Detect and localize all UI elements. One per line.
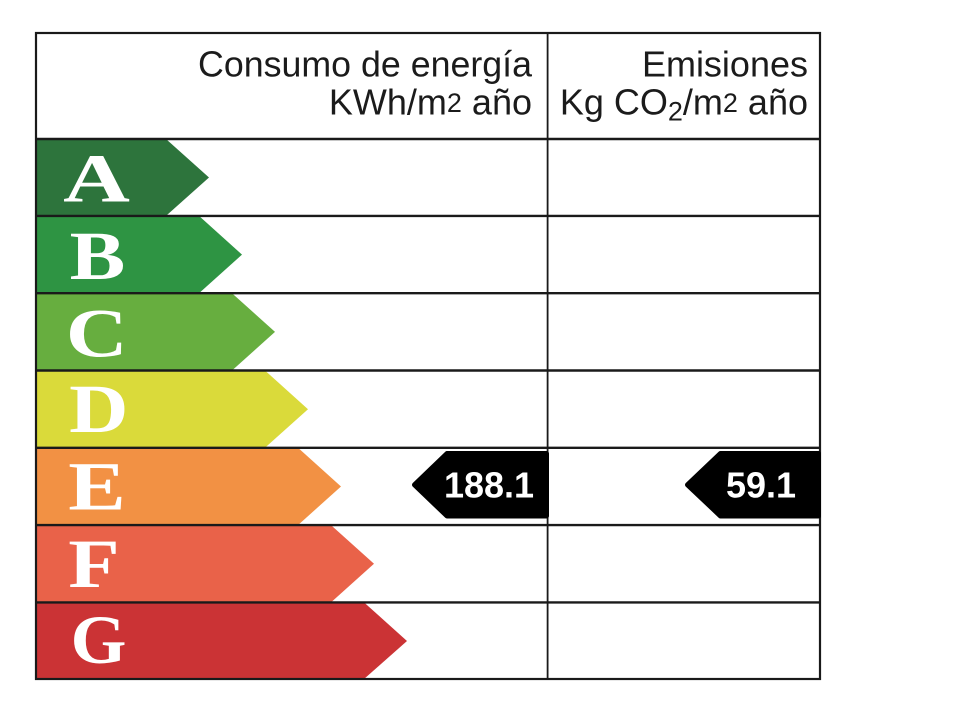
svg-text:Emisiones: Emisiones: [642, 44, 808, 85]
svg-text:B: B: [70, 218, 126, 295]
svg-text:A: A: [63, 140, 130, 217]
svg-text:59.1: 59.1: [726, 465, 796, 506]
svg-text:D: D: [69, 371, 128, 447]
svg-text:F: F: [68, 525, 119, 602]
svg-text:Consumo de energía: Consumo de energía: [198, 44, 533, 85]
svg-text:Kg CO2/m2 año: Kg CO2/m2 año: [560, 82, 808, 127]
svg-text:C: C: [66, 295, 128, 371]
svg-text:KWh/m2 año: KWh/m2 año: [329, 82, 532, 123]
svg-text:G: G: [71, 602, 127, 678]
svg-text:188.1: 188.1: [444, 465, 534, 506]
svg-text:E: E: [68, 448, 126, 525]
